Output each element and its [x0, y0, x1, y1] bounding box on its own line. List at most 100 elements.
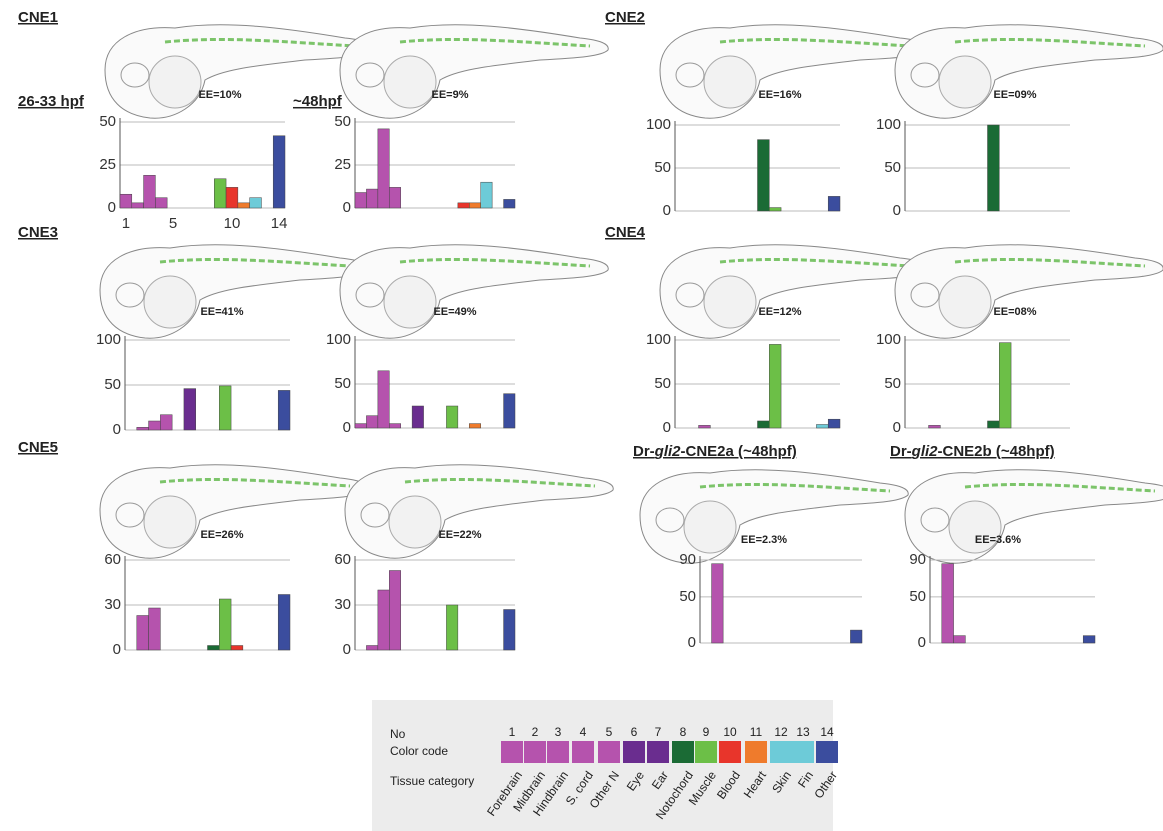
- y-tick-label: 0: [663, 419, 671, 436]
- bar: [219, 599, 231, 650]
- bar: [699, 425, 711, 428]
- fish-image: [660, 245, 928, 338]
- ee-label: EE=09%: [993, 89, 1036, 101]
- y-tick-label: 0: [343, 419, 351, 436]
- bar: [366, 416, 377, 428]
- title-part: CNE4: [605, 224, 646, 241]
- title-part: -CNE2b (~48hpf): [938, 443, 1055, 460]
- bar: [828, 196, 840, 211]
- panel-title: CNE2: [605, 9, 645, 26]
- y-tick-label: 100: [96, 331, 121, 348]
- bar: [355, 424, 366, 428]
- bar: [1083, 636, 1095, 643]
- bar: [214, 179, 226, 208]
- y-tick-label: 60: [104, 551, 121, 568]
- bar: [446, 406, 457, 428]
- bar: [132, 203, 144, 208]
- title-part: gli2: [911, 443, 938, 460]
- bar: [988, 125, 1000, 211]
- bar: [278, 390, 290, 430]
- legend-swatch: [695, 741, 717, 763]
- ee-label: EE=10%: [198, 89, 241, 101]
- legend-row-label: No: [390, 727, 406, 741]
- legend-swatch: [672, 741, 694, 763]
- bar: [850, 630, 862, 643]
- fish-image: [640, 470, 908, 563]
- y-tick-label: 100: [326, 331, 351, 348]
- y-tick-label: 100: [646, 116, 671, 133]
- legend-swatch: [792, 741, 814, 763]
- y-tick-label: 50: [654, 159, 671, 176]
- y-tick-label: 50: [104, 376, 121, 393]
- y-tick-label: 30: [334, 596, 351, 613]
- legend-number: 7: [655, 725, 662, 739]
- panel-title: CNE1: [18, 9, 58, 26]
- legend-swatch: [647, 741, 669, 763]
- bar: [816, 424, 828, 428]
- y-tick-label: 100: [646, 331, 671, 348]
- fish-image: [895, 25, 1163, 118]
- bar: [446, 605, 457, 650]
- bar: [278, 595, 290, 651]
- bar: [389, 424, 400, 428]
- title-part: CNE3: [18, 224, 58, 241]
- panel-title: CNE3: [18, 224, 58, 241]
- bar: [769, 344, 781, 428]
- y-tick-label: 50: [884, 375, 901, 392]
- y-tick-label: 60: [334, 551, 351, 568]
- bar: [504, 394, 515, 428]
- ee-label: EE=26%: [200, 529, 243, 541]
- y-tick-label: 0: [343, 199, 351, 216]
- stage-label: ~48hpf: [293, 93, 343, 110]
- y-tick-label: 90: [909, 551, 926, 568]
- stage-label: 26-33 hpf: [18, 93, 85, 110]
- bar: [769, 208, 781, 211]
- bar: [155, 198, 167, 208]
- bar: [137, 427, 149, 430]
- bar: [929, 425, 941, 428]
- y-tick-label: 50: [654, 375, 671, 392]
- panel-title: CNE4: [605, 224, 646, 241]
- legend-number: 14: [820, 725, 834, 739]
- legend-number: 5: [606, 725, 613, 739]
- bar: [481, 182, 492, 208]
- ee-label: EE=9%: [432, 89, 469, 101]
- bar: [366, 646, 377, 651]
- y-tick-label: 50: [334, 113, 351, 130]
- ee-label: EE=2.3%: [741, 534, 787, 546]
- x-tick-label: 1: [122, 215, 130, 232]
- bar: [184, 389, 196, 430]
- bar: [378, 129, 389, 208]
- legend-swatch: [745, 741, 767, 763]
- y-tick-label: 0: [663, 202, 671, 219]
- bar: [999, 343, 1011, 428]
- y-tick-label: 25: [334, 156, 351, 173]
- title-part: CNE5: [18, 439, 58, 456]
- y-tick-label: 0: [893, 419, 901, 436]
- y-tick-label: 0: [343, 641, 351, 658]
- legend-number: 2: [532, 725, 539, 739]
- bar: [389, 571, 400, 651]
- ee-label: EE=12%: [758, 306, 801, 318]
- fish-image: [100, 465, 368, 558]
- y-tick-label: 100: [876, 331, 901, 348]
- panel-title: CNE5: [18, 439, 58, 456]
- bar: [954, 636, 966, 643]
- bar: [250, 198, 262, 208]
- x-tick-label: 10: [224, 215, 241, 232]
- bar: [366, 189, 377, 208]
- figure: CNE1CNE2CNE3CNE4CNE5Dr-gli2-CNE2a (~48hp…: [0, 0, 1163, 831]
- legend-swatch: [770, 741, 792, 763]
- bar: [504, 610, 515, 651]
- bar: [988, 421, 1000, 428]
- bar: [712, 564, 724, 643]
- bar: [942, 564, 954, 643]
- bar: [828, 419, 840, 428]
- bar: [160, 415, 172, 430]
- y-tick-label: 25: [99, 156, 116, 173]
- bar: [219, 386, 231, 430]
- fish-image: [895, 245, 1163, 338]
- y-tick-label: 0: [918, 634, 926, 651]
- legend-swatch: [598, 741, 620, 763]
- legend-swatch: [524, 741, 546, 763]
